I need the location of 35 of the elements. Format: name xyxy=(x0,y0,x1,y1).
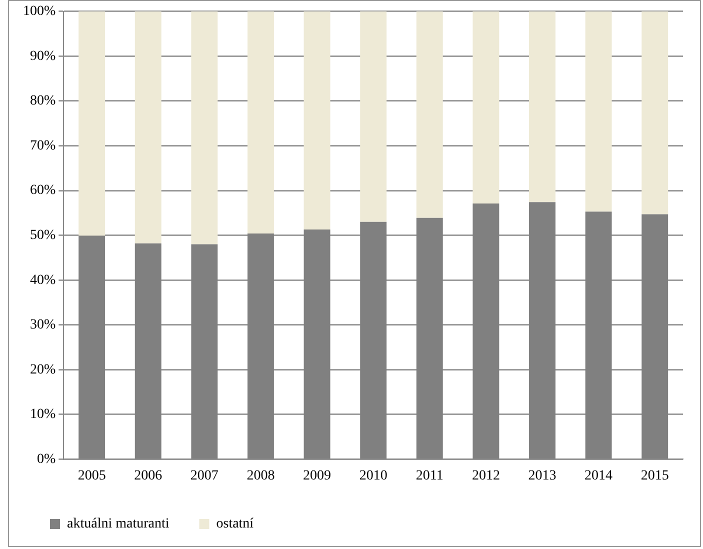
y-tick-label: 60% xyxy=(30,183,56,198)
bar xyxy=(78,11,106,236)
x-tick-label: 2013 xyxy=(528,468,556,484)
x-tick-label: 2010 xyxy=(359,468,388,484)
y-tick-label: 100% xyxy=(22,4,56,20)
y-tick-label: 10% xyxy=(30,407,56,422)
x-tick-label: 2008 xyxy=(246,468,275,484)
y-tick-label: 70% xyxy=(30,138,56,154)
x-tick-label: 2012 xyxy=(472,468,500,484)
x-tick-label: 2015 xyxy=(640,468,669,484)
x-tick-label: 2011 xyxy=(416,468,444,484)
legend-label: ostatní xyxy=(216,516,254,532)
bar xyxy=(191,11,218,244)
bar xyxy=(472,11,500,204)
bar xyxy=(360,11,387,222)
x-tick-label: 2007 xyxy=(190,468,218,484)
bar xyxy=(416,11,443,218)
y-tick-label: 80% xyxy=(30,94,56,109)
bar xyxy=(585,11,612,212)
x-tick-label: 2009 xyxy=(303,468,332,484)
x-tick-label: 2006 xyxy=(134,468,162,484)
y-tick-label: 40% xyxy=(30,272,56,288)
bar xyxy=(529,11,556,202)
bar xyxy=(247,11,274,234)
y-tick-label: 20% xyxy=(30,362,56,378)
bar xyxy=(304,11,330,230)
bar xyxy=(134,11,162,244)
x-tick-label: 2005 xyxy=(78,468,106,484)
x-tick-label: 2014 xyxy=(584,468,613,484)
bar xyxy=(642,11,668,214)
y-tick-label: 30% xyxy=(30,318,56,333)
y-tick-label: 0% xyxy=(36,452,56,467)
y-tick-label: 90% xyxy=(30,48,56,64)
legend-label: aktuálni maturanti xyxy=(67,516,170,532)
y-tick-label: 50% xyxy=(30,228,56,243)
